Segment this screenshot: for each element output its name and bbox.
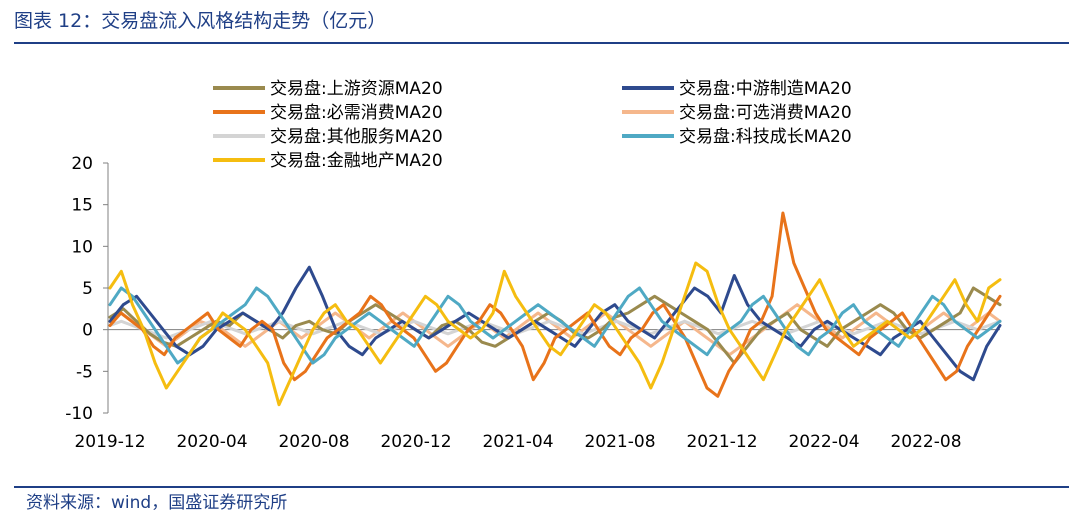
y-tick-label: 15 [71,196,93,216]
x-tick-label: 2020-08 [278,432,349,452]
x-tick-label: 2020-12 [380,432,451,452]
title-rule [14,42,1069,44]
series-layer [108,211,1002,407]
legend-label: 交易盘:必需消费MA20 [270,103,443,123]
series-line [108,319,1002,340]
x-tick-label: 2022-04 [788,432,859,452]
legend-label: 交易盘:其他服务MA20 [270,127,443,147]
y-tick-label: 0 [82,321,93,341]
x-tick-label: 2019-12 [74,432,145,452]
series-line [108,211,1002,398]
legend-label: 交易盘:可选消费MA20 [679,103,852,123]
y-tick-label: -10 [65,404,93,424]
chart-axes: -10 -5 0 5 10 15 20 2019-12 2020-04 2020-08 2020-1… [65,154,1000,452]
series-line [108,286,1002,365]
series-line [108,303,1002,357]
y-tick-label: 20 [71,154,93,174]
x-tick-label: 2020-04 [176,432,247,452]
series-line [108,261,1002,407]
legend-label: 交易盘:中游制造MA20 [679,79,852,99]
x-tick-label: 2021-08 [584,432,655,452]
footer-rule [14,486,1069,488]
legend-label: 交易盘:上游资源MA20 [270,79,443,99]
y-tick-label: 10 [71,237,93,257]
chart-legend: 交易盘:上游资源MA20 交易盘:中游制造MA20 交易盘:必需消费MA20 交易盘:… [213,79,852,171]
figure-title: 图表 12：交易盘流入风格结构走势（亿元） [14,10,387,32]
legend-label: 交易盘:金融地产MA20 [270,151,443,171]
source-note: 资料来源：wind，国盛证券研究所 [26,493,288,513]
x-tick-label: 2021-12 [686,432,757,452]
x-tick-label: 2021-04 [482,432,553,452]
legend-label: 交易盘:科技成长MA20 [679,127,852,147]
x-tick-label: 2022-08 [890,432,961,452]
y-tick-label: 5 [82,279,93,299]
y-tick-label: -5 [76,362,93,382]
